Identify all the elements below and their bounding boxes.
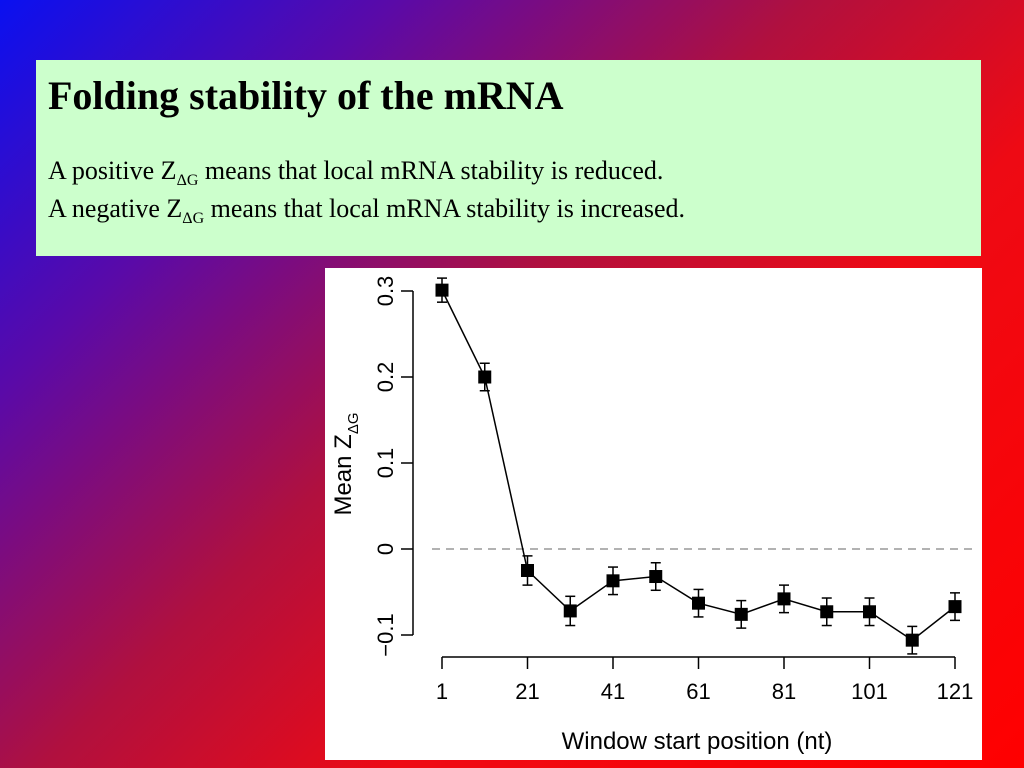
description-text: means that local mRNA stability is incre… xyxy=(204,194,686,223)
data-point-marker xyxy=(905,633,919,647)
x-tick-label: 121 xyxy=(937,679,974,704)
y-axis-title-main: Mean Z xyxy=(330,434,357,515)
data-point-marker xyxy=(478,370,492,384)
data-point-marker xyxy=(777,592,791,606)
x-tick-label: 101 xyxy=(851,679,888,704)
x-tick-label: 1 xyxy=(436,679,448,704)
data-point-marker xyxy=(863,605,876,619)
slide-title: Folding stability of the mRNA xyxy=(48,73,564,118)
data-point-marker xyxy=(692,596,705,610)
description-text: A negative Z xyxy=(48,194,183,223)
y-tick-label: −0.1 xyxy=(373,613,398,656)
x-tick-label: 41 xyxy=(601,679,625,704)
description-line-negative: A negative ZΔG means that local mRNA sta… xyxy=(48,192,969,230)
chart-panel: −0.1 0 0.1 0.2 0.3 1 21 41 61 81 101 121 Window star… xyxy=(325,268,982,760)
data-point-marker xyxy=(734,607,748,621)
y-axis-title: Mean ZΔG xyxy=(330,412,362,515)
y-tick-label: 0.1 xyxy=(373,448,398,479)
series-line xyxy=(441,289,956,642)
y-axis-title-subscript: ΔG xyxy=(345,412,362,434)
data-point-marker xyxy=(649,570,663,584)
data-point-marker xyxy=(521,564,534,577)
x-tick-label: 21 xyxy=(515,679,539,704)
subscript-delta-g: ΔG xyxy=(182,210,205,227)
description-text: means that local mRNA stability is reduc… xyxy=(198,156,664,185)
y-tick-label: 0.2 xyxy=(373,362,398,393)
description-line-positive: A positive ZΔG means that local mRNA sta… xyxy=(48,154,969,192)
description-text: A positive Z xyxy=(48,156,177,185)
x-tick-label: 81 xyxy=(772,679,796,704)
y-tick-label: 0.3 xyxy=(373,276,398,307)
data-point-marker xyxy=(820,605,834,619)
data-point-marker xyxy=(948,600,962,614)
title-box: Folding stability of the mRNA A positive… xyxy=(36,60,981,256)
subscript-delta-g: ΔG xyxy=(176,172,199,189)
x-axis-title: Window start position (nt) xyxy=(562,728,833,755)
data-point-marker xyxy=(606,574,620,588)
y-tick-label: 0 xyxy=(373,543,398,555)
data-point-marker xyxy=(435,283,449,297)
x-tick-label: 61 xyxy=(686,679,710,704)
data-point-marker xyxy=(563,604,577,618)
